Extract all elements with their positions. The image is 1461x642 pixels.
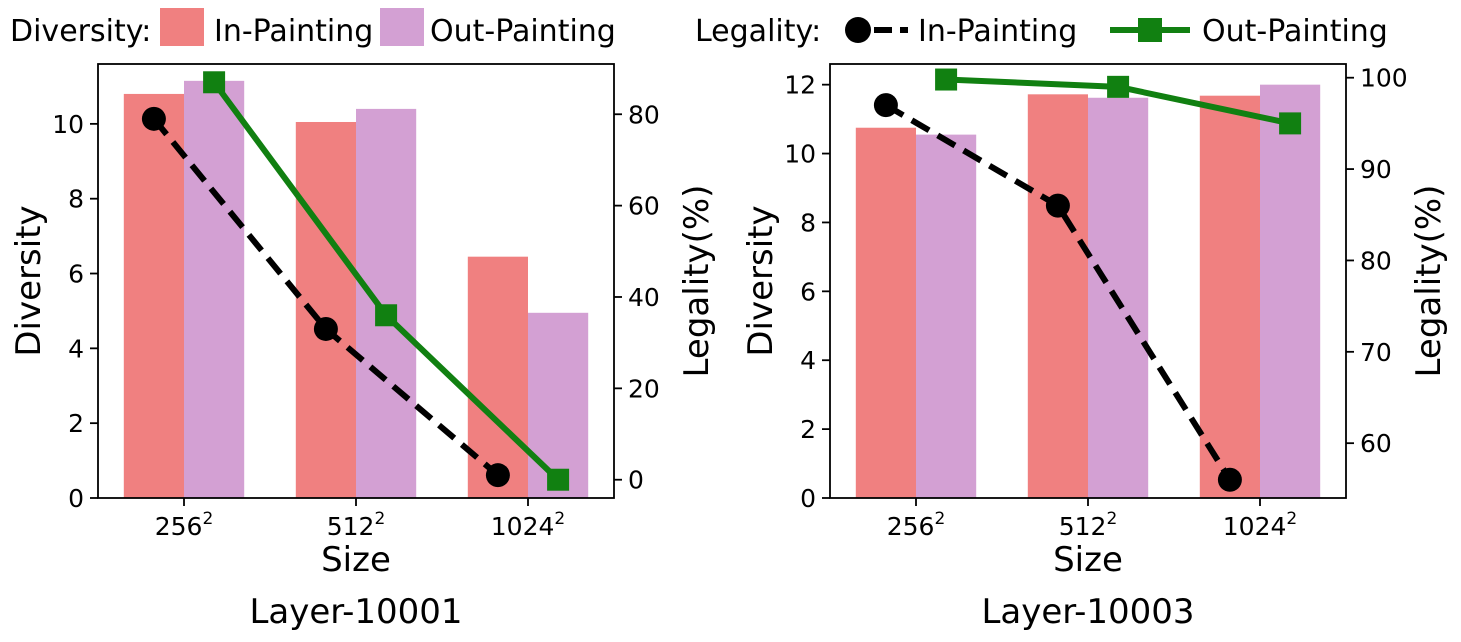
right-tick-label: 70 (1360, 338, 1392, 367)
left-tick-label: 6 (800, 277, 816, 306)
marker-legality-out-painting-256 (935, 68, 958, 91)
legend-diversity-in-label: In-Painting (214, 14, 373, 49)
x-tick-superscript: 2 (374, 509, 385, 529)
marker-legality-out-painting-1024 (547, 468, 570, 491)
x-tick-superscript: 2 (934, 509, 945, 529)
legend-legality-out-label: Out-Painting (1202, 14, 1388, 49)
left-tick-label: 10 (52, 110, 84, 139)
x-tick-superscript: 2 (1106, 509, 1117, 529)
marker-legality-in-painting-512 (1045, 193, 1070, 218)
right-tick-label: 60 (628, 192, 660, 221)
left-axis-label: Diversity (741, 205, 781, 356)
left-tick-label: 2 (68, 409, 84, 438)
left-tick-label: 2 (800, 415, 816, 444)
right-axis-label: Legality(%) (677, 185, 717, 378)
left-tick-label: 4 (68, 334, 84, 363)
x-tick-label: 10242 (491, 509, 565, 541)
x-tick-value: 256 (155, 512, 203, 541)
x-tick-value: 512 (1059, 512, 1107, 541)
bar-out-painting-256 (184, 80, 245, 498)
chart-title: Layer-10001 (249, 592, 462, 632)
marker-legality-out-painting-1024 (1279, 112, 1302, 135)
right-tick-label: 20 (628, 374, 660, 403)
bar-in-painting-256 (855, 127, 916, 498)
bar-in-painting-1024 (467, 256, 528, 498)
left-tick-label: 8 (68, 185, 84, 214)
x-tick-superscript: 2 (202, 509, 213, 529)
right-tick-label: 60 (1360, 429, 1392, 458)
bar-out-painting-1024 (1260, 84, 1321, 499)
legend-diversity-label: Diversity: (10, 14, 151, 49)
marker-legality-out-painting-512 (375, 304, 398, 327)
x-tick-superscript: 2 (554, 509, 565, 529)
legend-legality-in-label: In-Painting (918, 14, 1077, 49)
legend-diversity-in-swatch (160, 8, 204, 46)
marker-legality-out-painting-256 (203, 71, 226, 94)
bar-in-painting-256 (123, 93, 184, 499)
left-tick-label: 0 (800, 484, 816, 513)
legend: Diversity: In-Painting Out-Painting Lega… (10, 8, 1388, 49)
right-tick-label: 80 (628, 100, 660, 129)
x-tick-value: 1024 (1223, 512, 1287, 541)
x-tick-value: 256 (887, 512, 935, 541)
bar-in-painting-1024 (1199, 95, 1260, 498)
x-axis-label: Size (1053, 540, 1123, 580)
bar-in-painting-512 (1027, 94, 1088, 499)
left-axis-label: Diversity (9, 205, 49, 356)
left-tick-label: 4 (800, 346, 816, 375)
right-axis-label: Legality(%) (1409, 185, 1449, 378)
bar-in-painting-512 (295, 121, 356, 498)
left-tick-label: 12 (784, 71, 816, 100)
legend-legality-out-marker (1138, 18, 1162, 42)
left-tick-label: 8 (800, 208, 816, 237)
marker-legality-out-painting-512 (1107, 75, 1130, 98)
marker-legality-in-painting-1024 (1217, 467, 1242, 492)
right-tick-label: 0 (628, 466, 644, 495)
right-tick-label: 100 (1360, 64, 1408, 93)
right-tick-label: 80 (1360, 246, 1392, 275)
x-axis-label: Size (321, 540, 391, 580)
x-tick-label: 5122 (327, 509, 386, 541)
left-tick-label: 10 (784, 140, 816, 169)
bar-out-painting-1024 (528, 312, 589, 498)
marker-legality-in-painting-256 (141, 106, 166, 131)
x-tick-value: 1024 (491, 512, 555, 541)
legend-diversity-out-label: Out-Painting (430, 14, 616, 49)
x-tick-label: 2562 (155, 509, 214, 541)
x-tick-label: 5122 (1059, 509, 1118, 541)
marker-legality-in-painting-1024 (485, 463, 510, 488)
marker-legality-in-painting-512 (313, 316, 338, 341)
x-tick-label: 10242 (1223, 509, 1297, 541)
marker-legality-in-painting-256 (873, 93, 898, 118)
bar-out-painting-512 (356, 108, 417, 499)
x-tick-superscript: 2 (1286, 509, 1297, 529)
x-tick-value: 512 (327, 512, 375, 541)
bar-out-painting-256 (916, 134, 977, 498)
legend-diversity-out-swatch (380, 8, 424, 46)
x-tick-label: 2562 (887, 509, 946, 541)
right-tick-label: 40 (628, 283, 660, 312)
left-tick-label: 0 (68, 484, 84, 513)
legend-legality-in-marker (845, 17, 871, 43)
chart-title: Layer-10003 (981, 592, 1194, 632)
left-tick-label: 6 (68, 260, 84, 289)
legend-legality-label: Legality: (695, 14, 821, 49)
right-tick-label: 90 (1360, 155, 1392, 184)
